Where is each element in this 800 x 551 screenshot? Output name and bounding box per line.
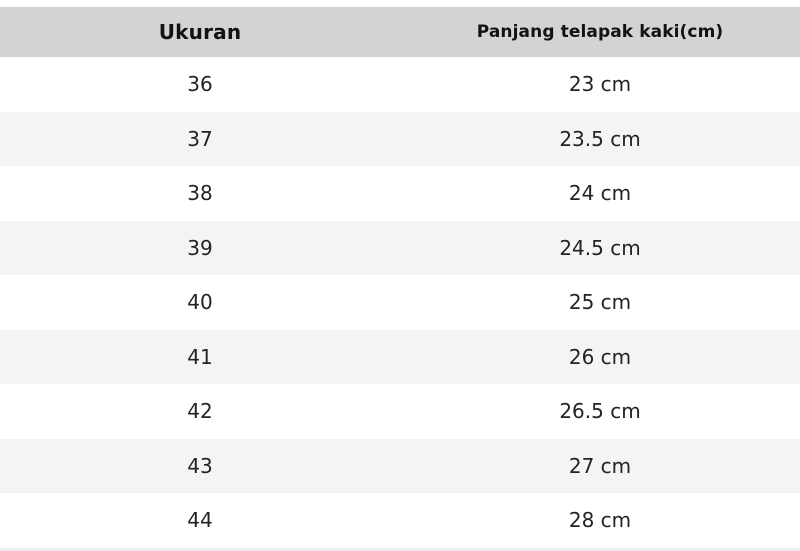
table-header: Ukuran Panjang telapak kaki(cm) [0, 7, 800, 57]
length-cell: 27 cm [400, 438, 800, 493]
size-cell: 43 [0, 438, 400, 493]
table-row: 41 26 cm [0, 329, 800, 384]
length-cell: 28 cm [400, 493, 800, 548]
size-cell: 39 [0, 220, 400, 275]
length-cell: 23 cm [400, 57, 800, 112]
length-cell: 24.5 cm [400, 220, 800, 275]
top-margin [0, 0, 800, 7]
table-row: 36 23 cm [0, 57, 800, 112]
size-cell: 40 [0, 275, 400, 330]
length-cell: 24 cm [400, 166, 800, 221]
size-chart-table: Ukuran Panjang telapak kaki(cm) 36 23 cm… [0, 7, 800, 548]
table-row: 40 25 cm [0, 275, 800, 330]
length-cell: 23.5 cm [400, 111, 800, 166]
size-cell: 37 [0, 111, 400, 166]
size-cell: 41 [0, 329, 400, 384]
table-row: 44 28 cm [0, 493, 800, 548]
table-row: 43 27 cm [0, 438, 800, 493]
table-row: 37 23.5 cm [0, 111, 800, 166]
table-row: 42 26.5 cm [0, 384, 800, 439]
header-row: Ukuran Panjang telapak kaki(cm) [0, 7, 800, 57]
size-cell: 38 [0, 166, 400, 221]
length-cell: 26 cm [400, 329, 800, 384]
size-cell: 36 [0, 57, 400, 112]
column-header-ukuran: Ukuran [0, 7, 400, 57]
length-cell: 26.5 cm [400, 384, 800, 439]
size-cell: 44 [0, 493, 400, 548]
size-cell: 42 [0, 384, 400, 439]
length-cell: 25 cm [400, 275, 800, 330]
next-row-partial-stripe [0, 548, 800, 551]
table-body: 36 23 cm 37 23.5 cm 38 24 cm 39 24.5 cm … [0, 57, 800, 548]
table-row: 39 24.5 cm [0, 220, 800, 275]
column-header-panjang-telapak-kaki: Panjang telapak kaki(cm) [400, 7, 800, 57]
table-row: 38 24 cm [0, 166, 800, 221]
